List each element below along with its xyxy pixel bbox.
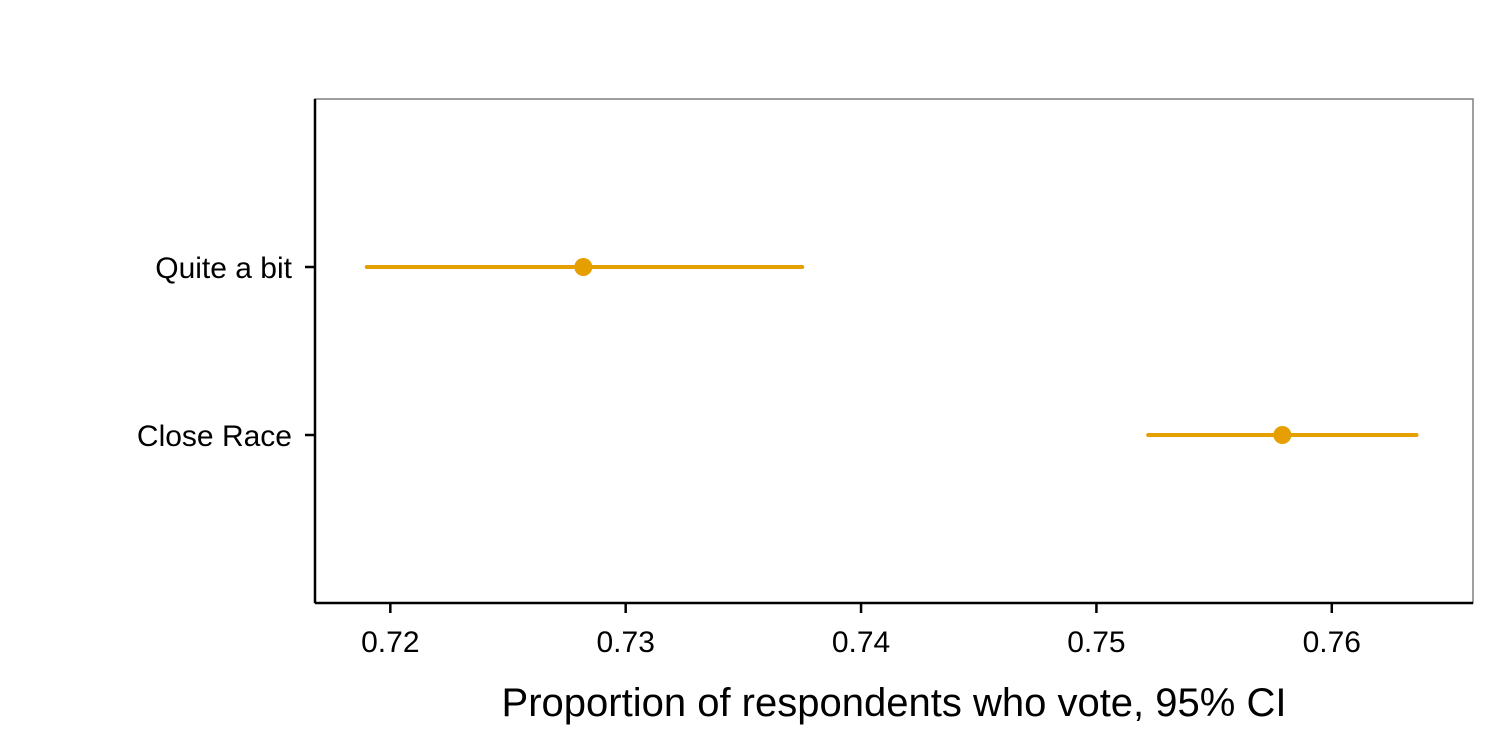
y-tick-label: Quite a bit — [155, 252, 292, 285]
y-axis: Quite a bit Close Race — [137, 252, 315, 453]
x-tick-label: 0.74 — [832, 626, 890, 659]
x-tick-label: 0.76 — [1303, 626, 1361, 659]
y-tick-label: Close Race — [137, 420, 292, 453]
x-axis-title: Proportion of respondents who vote, 95% … — [502, 681, 1287, 725]
data-marks — [364, 258, 1419, 444]
x-tick-label: 0.72 — [361, 626, 419, 659]
point-estimate — [574, 258, 593, 276]
plot-panel-border — [314, 98, 1474, 604]
x-tick-label: 0.73 — [596, 626, 654, 659]
point-estimate — [1273, 426, 1292, 444]
x-tick-label: 0.75 — [1067, 626, 1125, 659]
x-axis: 0.72 0.73 0.74 0.75 0.76 — [361, 603, 1361, 659]
